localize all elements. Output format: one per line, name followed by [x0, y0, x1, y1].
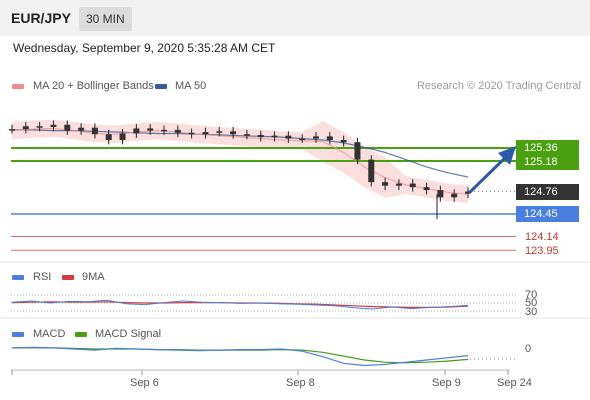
candle-body: [105, 134, 112, 141]
candle-body: [36, 126, 43, 128]
timestamp: Wednesday, September 9, 2020 5:35:28 AM …: [13, 41, 276, 55]
candle-body: [299, 138, 306, 141]
x-ticks: [11, 370, 509, 375]
candle-body: [174, 129, 181, 133]
bollinger-band: [12, 119, 468, 204]
rsi-ma-legend-label: 9MA: [82, 271, 105, 283]
rsi-legend-swatch: [12, 275, 24, 280]
candle-body: [285, 135, 292, 139]
candle-body: [147, 128, 154, 131]
candle-body: [64, 124, 71, 131]
resistance-tag-2: 125.18: [516, 154, 579, 170]
chart-header: EUR/JPY 30 MIN: [0, 0, 590, 36]
candle-body: [161, 129, 167, 132]
target-level-1: 124.14: [525, 231, 559, 243]
resistance-tag-1: 125.36: [516, 140, 579, 156]
price-levels: [11, 147, 516, 251]
candle-body: [368, 159, 375, 183]
x-tick-label: Sep 6: [130, 377, 159, 389]
moving-averages: [11, 127, 469, 195]
macd-tick-0: 0: [525, 343, 532, 355]
candle-body: [50, 124, 57, 127]
rsi-tick-70: 70: [525, 289, 538, 301]
macd-signal-legend-label: MACD Signal: [95, 328, 162, 340]
rsi-panel: [11, 294, 516, 312]
timeframe-button[interactable]: 30 MIN: [79, 7, 132, 31]
bollinger-legend-swatch: [12, 84, 24, 89]
target-level-2: 123.95: [525, 245, 559, 257]
macd-legend-label: MACD: [33, 328, 66, 340]
candle-body: [326, 136, 333, 141]
candle-body: [78, 127, 85, 131]
candle-body: [451, 193, 458, 198]
candle-body: [354, 142, 361, 160]
candle-body: [119, 133, 126, 141]
candle-body: [423, 187, 430, 191]
rsi-line: [11, 299, 469, 310]
candle-body: [22, 126, 29, 130]
support-tag: 124.45: [516, 206, 579, 222]
candle-body: [202, 132, 209, 135]
bollinger-band-area: [12, 119, 468, 204]
candle-body: [382, 182, 389, 186]
macd-legend-swatch: [12, 332, 24, 337]
rsi-ma-legend-swatch: [62, 275, 74, 280]
macd-line: [11, 346, 469, 367]
forecast-arrow-icon: [468, 146, 516, 194]
candle-body: [91, 127, 98, 135]
x-tick-label: Sep 24: [497, 377, 532, 389]
candle-body: [409, 183, 416, 188]
candle-body: [243, 134, 250, 136]
candle-body: [437, 190, 444, 198]
candle-body: [313, 136, 319, 139]
ma50-line: [12, 129, 469, 178]
candle-body: [188, 132, 195, 135]
candle-body: [257, 134, 264, 138]
macd-signal-legend-swatch: [75, 332, 87, 337]
symbol-label: EUR/JPY: [11, 10, 71, 26]
x-tick-label: Sep 8: [286, 377, 315, 389]
ma20-line: [11, 127, 469, 195]
ma50-legend-swatch: [155, 84, 167, 89]
last-price-tag: 124.76: [516, 184, 579, 200]
candle-body: [465, 191, 471, 194]
rsi-ma-line: [11, 301, 469, 308]
forecast-arrow-shaft: [468, 154, 509, 194]
macd-panel: [11, 346, 516, 367]
candle-body: [216, 131, 223, 133]
candle-body: [395, 183, 402, 186]
candle-body: [9, 129, 15, 131]
forecast-arrow-head: [498, 146, 516, 165]
rsi-tick-30: 30: [525, 306, 538, 318]
rsi-legend-label: RSI: [33, 271, 52, 283]
candles: [9, 120, 471, 220]
research-credit: Research © 2020 Trading Central: [416, 80, 581, 92]
candle-body: [271, 135, 278, 138]
x-tick-label: Sep 9: [432, 377, 461, 389]
candle-body: [133, 128, 140, 134]
candle-body: [340, 140, 347, 143]
ma50-legend-label: MA 50: [175, 80, 207, 92]
bollinger-legend-label: MA 20 + Bollinger Bands: [33, 80, 154, 92]
candle-body: [230, 131, 237, 135]
rsi-tick-50: 50: [525, 297, 538, 309]
